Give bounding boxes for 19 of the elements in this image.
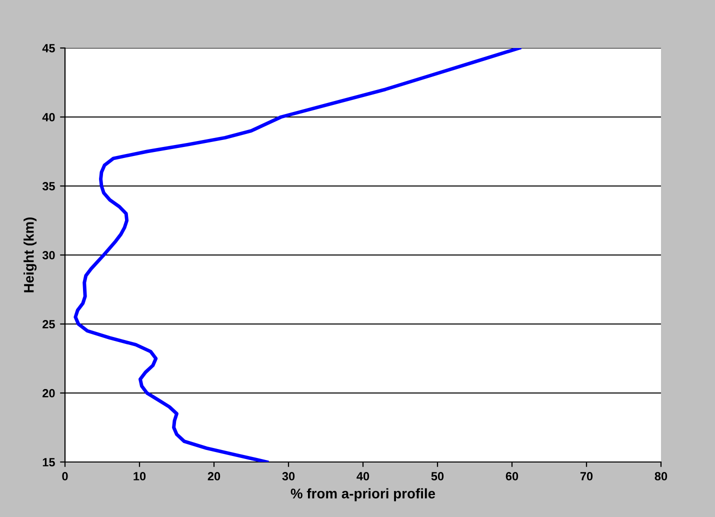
x-tick-label: 30 [282, 472, 295, 480]
y-tick-label: 40 [42, 113, 55, 122]
y-tick-label: 30 [42, 251, 55, 260]
x-tick-label: 20 [208, 472, 220, 480]
y-tick-label: 20 [42, 389, 55, 398]
x-tick-label: 0 [62, 472, 68, 480]
line-series [74, 48, 522, 462]
x-tick-label: 80 [654, 472, 668, 480]
y-tick-label: 45 [42, 44, 55, 52]
y-tick-label: 25 [42, 320, 55, 328]
y-tick-label: 15 [42, 458, 55, 466]
x-tick-label: 40 [356, 472, 370, 480]
y-tick-label: 35 [42, 182, 55, 190]
x-tick-label: 10 [134, 472, 146, 480]
y-axis-title: Height (km) [24, 217, 37, 292]
x-tick-label: 60 [506, 472, 518, 480]
x-axis-title: % from a-priori profile [290, 488, 436, 502]
x-tick-label: 50 [431, 472, 444, 480]
x-tick-label: 70 [580, 472, 593, 480]
